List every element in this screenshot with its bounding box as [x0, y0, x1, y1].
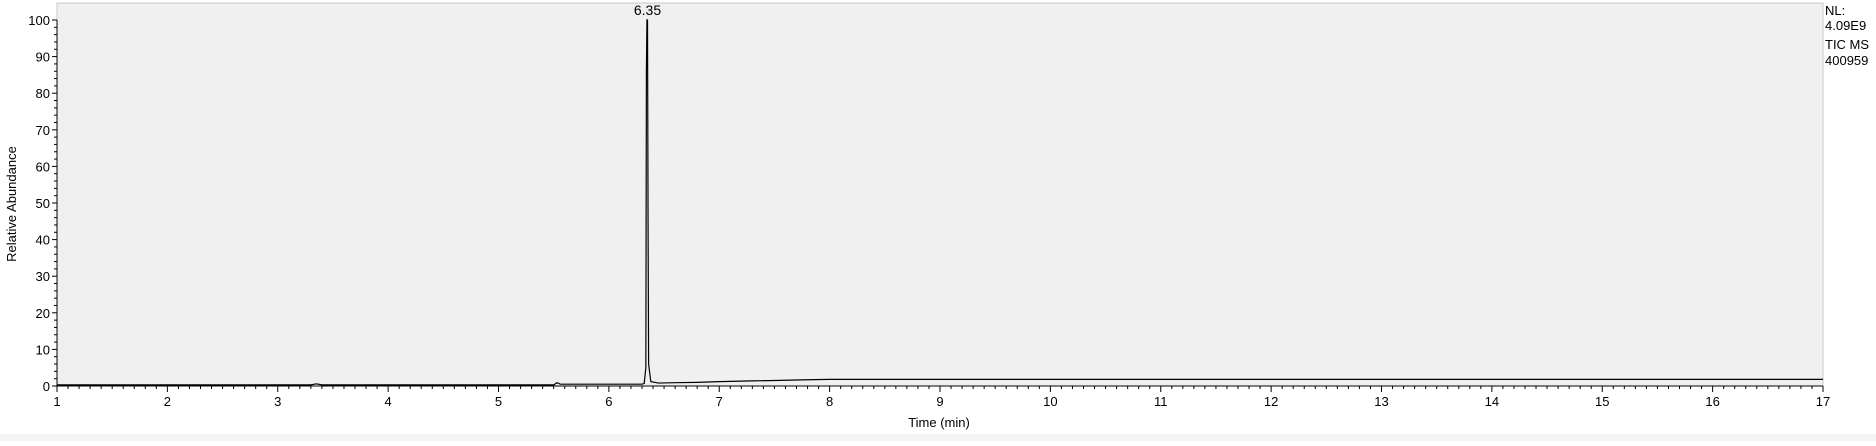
- y-axis-title: Relative Abundance: [4, 146, 19, 262]
- tic-trace: [57, 19, 1823, 386]
- y-axis: 0 10 20 30 40 50 60 70 80 90 100: [28, 13, 58, 394]
- y-tick-label: 100: [28, 13, 50, 28]
- x-tick-label: 2: [164, 394, 171, 409]
- x-tick-label: 16: [1705, 394, 1719, 409]
- x-axis-title: Time (min): [908, 415, 970, 430]
- x-tick-label: 4: [385, 394, 392, 409]
- y-tick-label: 0: [43, 379, 50, 394]
- x-tick-label: 9: [936, 394, 943, 409]
- x-tick-label: 15: [1595, 394, 1609, 409]
- annotation-layer: 6.35: [634, 2, 661, 18]
- series-layer: [57, 19, 1823, 386]
- peak-label: 6.35: [634, 2, 661, 18]
- nl-value: 4.09E9: [1825, 18, 1866, 33]
- x-tick-label: 14: [1485, 394, 1499, 409]
- y-tick-label: 30: [36, 269, 50, 284]
- y-tick-label: 20: [36, 306, 50, 321]
- y-tick-label: 50: [36, 196, 50, 211]
- sample-id: 400959: [1825, 53, 1868, 68]
- bottom-strip: [0, 434, 1876, 441]
- y-tick-label: 10: [36, 342, 50, 357]
- x-tick-label: 17: [1816, 394, 1830, 409]
- nl-label: NL:: [1825, 3, 1845, 18]
- info-box: NL: 4.09E9 TIC MS 400959: [1825, 3, 1869, 68]
- x-tick-label: 10: [1043, 394, 1057, 409]
- x-tick-label: 1: [53, 394, 60, 409]
- x-tick-label: 11: [1154, 394, 1168, 409]
- y-tick-label: 60: [36, 159, 50, 174]
- x-axis: 1 2 3 4 5 6 7 8 9 10 11 12 13 14 15 16 17: [53, 385, 1830, 409]
- y-tick-label: 80: [36, 86, 50, 101]
- x-tick-label: 5: [495, 394, 502, 409]
- y-tick-label: 90: [36, 50, 50, 65]
- plot-background: [56, 2, 1824, 387]
- x-tick-label: 12: [1264, 394, 1278, 409]
- x-tick-label: 3: [274, 394, 281, 409]
- x-tick-label: 13: [1374, 394, 1388, 409]
- x-tick-label: 6: [605, 394, 612, 409]
- x-tick-label: 8: [826, 394, 833, 409]
- x-tick-label: 7: [716, 394, 723, 409]
- scan-filter: TIC MS: [1825, 37, 1869, 52]
- y-tick-label: 40: [36, 233, 50, 248]
- y-tick-label: 70: [36, 123, 50, 138]
